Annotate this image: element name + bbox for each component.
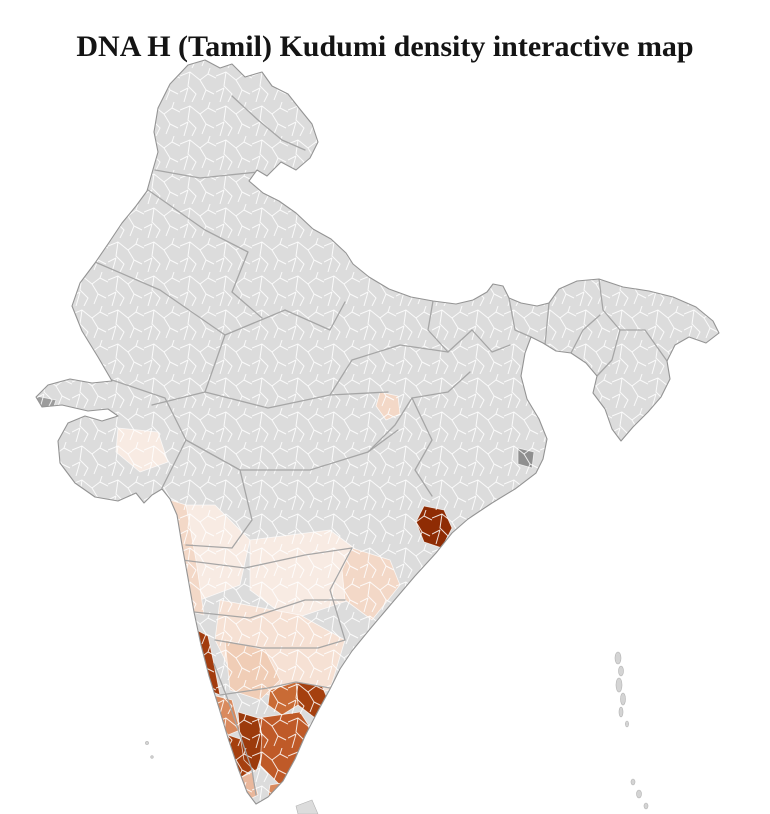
nicobar-islands[interactable] [630, 778, 649, 810]
lakshadweep-islands[interactable] [145, 741, 154, 759]
patch-tamilnadu-east-light[interactable] [307, 729, 337, 786]
page-title: DNA H (Tamil) Kudumi density interactive… [76, 30, 694, 64]
india-outline [35, 59, 720, 805]
andaman-islands[interactable] [614, 651, 629, 728]
sri-lanka-partial [295, 799, 319, 814]
state-boundaries [94, 95, 668, 796]
